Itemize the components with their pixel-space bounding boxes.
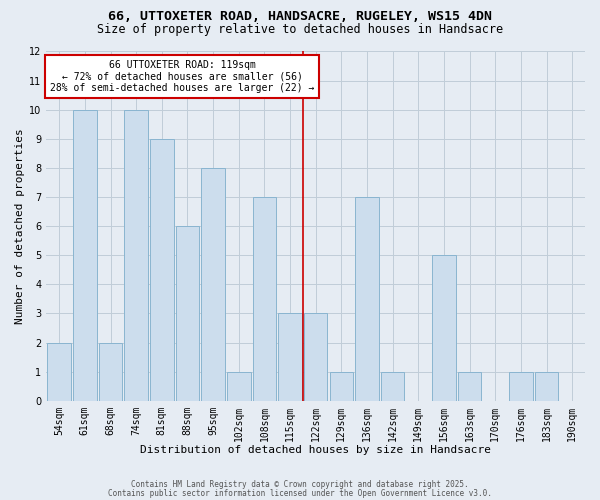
Bar — [202, 168, 225, 400]
Y-axis label: Number of detached properties: Number of detached properties — [15, 128, 25, 324]
Text: 66, UTTOXETER ROAD, HANDSACRE, RUGELEY, WS15 4DN: 66, UTTOXETER ROAD, HANDSACRE, RUGELEY, … — [108, 10, 492, 23]
Text: Size of property relative to detached houses in Handsacre: Size of property relative to detached ho… — [97, 22, 503, 36]
Bar — [304, 314, 328, 400]
Bar — [329, 372, 353, 400]
Bar — [432, 255, 456, 400]
Bar — [150, 139, 173, 400]
Bar — [227, 372, 251, 400]
Bar — [381, 372, 404, 400]
Bar — [278, 314, 302, 400]
Bar — [47, 342, 71, 400]
Bar — [73, 110, 97, 401]
Bar — [176, 226, 199, 400]
Bar — [99, 342, 122, 400]
Text: 66 UTTOXETER ROAD: 119sqm
← 72% of detached houses are smaller (56)
28% of semi-: 66 UTTOXETER ROAD: 119sqm ← 72% of detac… — [50, 60, 314, 94]
Bar — [355, 197, 379, 400]
Bar — [458, 372, 481, 400]
Text: Contains public sector information licensed under the Open Government Licence v3: Contains public sector information licen… — [108, 490, 492, 498]
Bar — [124, 110, 148, 401]
Bar — [253, 197, 276, 400]
Bar — [535, 372, 559, 400]
Bar — [509, 372, 533, 400]
X-axis label: Distribution of detached houses by size in Handsacre: Distribution of detached houses by size … — [140, 445, 491, 455]
Text: Contains HM Land Registry data © Crown copyright and database right 2025.: Contains HM Land Registry data © Crown c… — [131, 480, 469, 489]
